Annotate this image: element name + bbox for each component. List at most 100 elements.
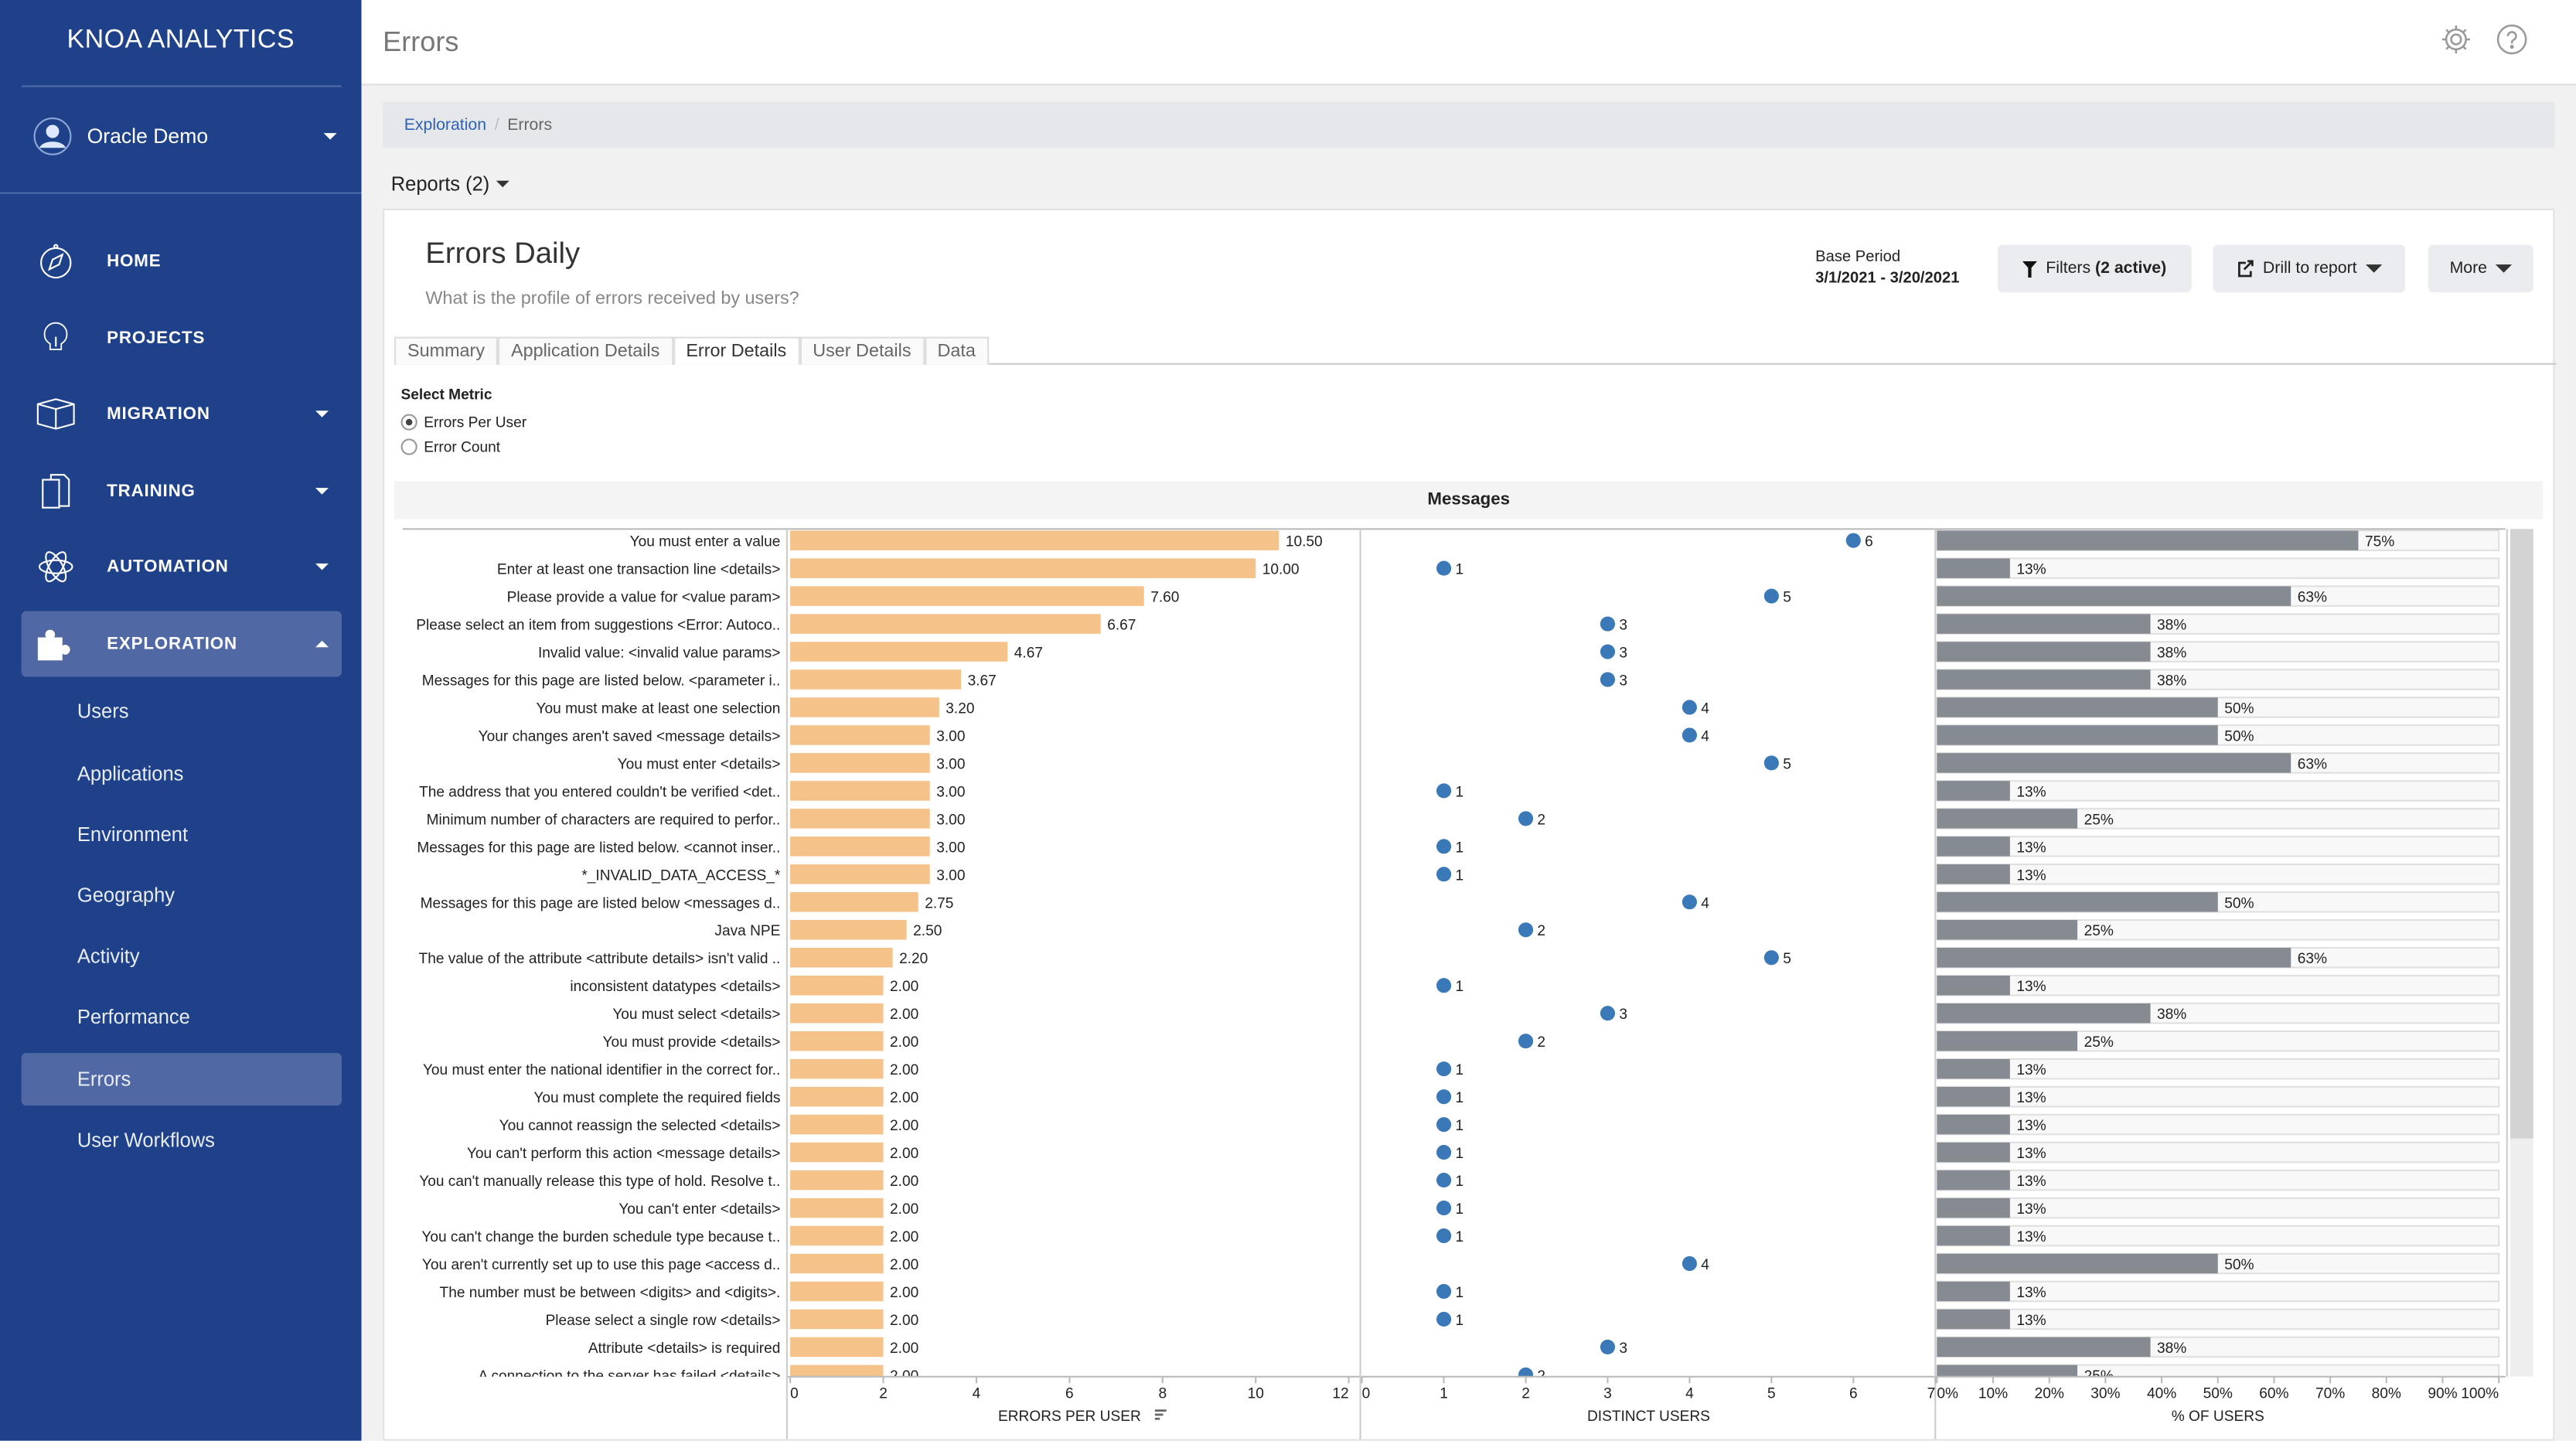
pct-users-label: 13% <box>2016 1118 2046 1134</box>
radio-error-count[interactable]: Error Count <box>400 434 527 458</box>
sort-icon-bar <box>1154 1413 1164 1416</box>
pct-users-label: 38% <box>2157 1007 2186 1023</box>
tab-error-details[interactable]: Error Details <box>673 336 800 365</box>
errors-per-user-label: 2.00 <box>890 1341 918 1357</box>
user-name: Oracle Demo <box>87 124 209 148</box>
sidebar-item-label: MIGRATION <box>107 404 210 424</box>
filter-icon <box>2022 260 2038 278</box>
breadcrumb: Exploration / Errors <box>383 101 2555 148</box>
category-label: Minimum number of characters are require… <box>427 812 781 828</box>
pct-users-bar <box>1937 725 2218 745</box>
distinct-users-dot <box>1682 1255 1697 1272</box>
tick-label: 0% <box>1937 1385 1958 1402</box>
axis-title: DISTINCT USERS <box>1587 1409 1710 1425</box>
distinct-users-label: 2 <box>1537 812 1545 828</box>
sidebar-subitem-errors[interactable]: Errors <box>21 1053 342 1106</box>
divider <box>0 192 362 194</box>
distinct-users-dot <box>1436 1200 1452 1216</box>
distinct-users-label: 4 <box>1701 728 1709 744</box>
distinct-users-label: 1 <box>1455 1201 1463 1218</box>
distinct-users-dot <box>1682 894 1697 910</box>
distinct-users-label: 3 <box>1619 1341 1627 1357</box>
pct-users-bar <box>1937 836 2010 857</box>
tick-label: 80% <box>2372 1385 2401 1402</box>
sidebar-subitem-performance[interactable]: Performance <box>77 1005 190 1029</box>
tab-summary[interactable]: Summary <box>394 336 499 365</box>
sidebar-subitem-applications[interactable]: Applications <box>77 762 184 785</box>
category-label: You must enter <details> <box>618 756 781 772</box>
tab-data[interactable]: Data <box>924 336 989 365</box>
tick-label: 0 <box>1362 1385 1371 1402</box>
scrollbar-thumb[interactable] <box>2510 529 2533 1139</box>
distinct-users-label: 1 <box>1455 1285 1463 1301</box>
category-label: You must provide <details> <box>603 1034 781 1051</box>
pct-users-label: 50% <box>2224 700 2254 717</box>
errors-per-user-bar <box>790 809 930 829</box>
pct-users-bar <box>1937 1253 2218 1274</box>
share-icon <box>2238 260 2254 278</box>
sidebar-item-training[interactable]: TRAINING <box>22 458 342 524</box>
pct-users-bar <box>1937 864 2010 884</box>
category-label: Please select an item from suggestions <… <box>416 617 780 633</box>
category-label: *_INVALID_DATA_ACCESS_* <box>581 867 781 884</box>
pct-users-label: 63% <box>2298 756 2327 772</box>
sidebar-item-projects[interactable]: PROJECTS <box>22 305 342 371</box>
help-icon[interactable] <box>2496 23 2529 56</box>
tab-user-details[interactable]: User Details <box>799 336 925 365</box>
more-button[interactable]: More <box>2428 244 2533 293</box>
breadcrumb-link-exploration[interactable]: Exploration <box>404 115 487 135</box>
sidebar-subitem-environment[interactable]: Environment <box>77 823 189 847</box>
errors-per-user-bar <box>790 864 930 884</box>
filters-button[interactable]: Filters (2 active) <box>1998 244 2192 293</box>
select-metric: Select Metric Errors Per User Error Coun… <box>400 386 527 458</box>
breadcrumb-separator: / <box>494 115 499 135</box>
tick-label: 6 <box>1849 1385 1858 1402</box>
distinct-users-dot <box>1436 978 1452 993</box>
sidebar-item-automation[interactable]: AUTOMATION <box>22 534 342 600</box>
errors-per-user-label: 2.00 <box>890 1368 918 1385</box>
sidebar-item-home[interactable]: HOME <box>22 228 342 294</box>
sidebar-subitem-user-workflows[interactable]: User Workflows <box>77 1128 215 1152</box>
sidebar-item-exploration[interactable]: EXPLORATION <box>21 611 342 677</box>
category-label: You can't manually release this type of … <box>419 1174 780 1190</box>
chevron-down-icon <box>2495 264 2512 273</box>
reports-dropdown[interactable]: Reports (2) <box>391 172 509 196</box>
category-label: Messages for this page are listed below.… <box>417 840 780 856</box>
radio-unchecked-icon <box>400 438 417 455</box>
errors-per-user-label: 7.60 <box>1150 590 1179 606</box>
pct-users-label: 25% <box>2084 1034 2114 1051</box>
sidebar-subitem-geography[interactable]: Geography <box>77 884 175 907</box>
pct-users-label: 25% <box>2084 923 2114 939</box>
category-label: Your changes aren't saved <message detai… <box>479 728 781 744</box>
radio-errors-per-user[interactable]: Errors Per User <box>400 409 526 434</box>
pct-users-label: 75% <box>2365 534 2394 550</box>
sidebar-item-label: TRAINING <box>107 481 196 502</box>
sidebar-item-label: EXPLORATION <box>107 634 237 654</box>
gear-icon[interactable] <box>2440 23 2473 56</box>
tick-label: 3 <box>1603 1385 1612 1402</box>
distinct-users-dot <box>1763 755 1779 771</box>
tick-label: 6 <box>1065 1385 1074 1402</box>
errors-per-user-label: 2.00 <box>890 1034 918 1051</box>
sort-icon-bar <box>1154 1409 1167 1412</box>
tick-label: 4 <box>1685 1385 1694 1402</box>
category-label: Java NPE <box>714 923 780 939</box>
drill-to-report-button[interactable]: Drill to report <box>2213 244 2405 293</box>
pct-users-track <box>1936 641 2500 663</box>
sidebar-subitem-activity[interactable]: Activity <box>77 944 140 968</box>
tab-application-details[interactable]: Application Details <box>498 336 673 365</box>
category-label: The value of the attribute <attribute de… <box>419 951 781 967</box>
distinct-users-label: 3 <box>1619 1007 1627 1023</box>
errors-per-user-label: 4.67 <box>1014 645 1043 661</box>
errors-per-user-label: 3.00 <box>936 840 965 856</box>
tick-label: 10% <box>1978 1385 2008 1402</box>
distinct-users-label: 5 <box>1783 590 1791 606</box>
sidebar-item-migration[interactable]: MIGRATION <box>22 381 342 447</box>
page-title: Errors <box>383 26 459 58</box>
user-menu[interactable]: Oracle Demo <box>33 112 337 162</box>
errors-per-user-bar <box>790 586 1144 606</box>
sidebar-subitem-users[interactable]: Users <box>77 700 129 723</box>
tick-label: 0 <box>790 1385 799 1402</box>
errors-per-user-label: 2.20 <box>899 951 928 967</box>
